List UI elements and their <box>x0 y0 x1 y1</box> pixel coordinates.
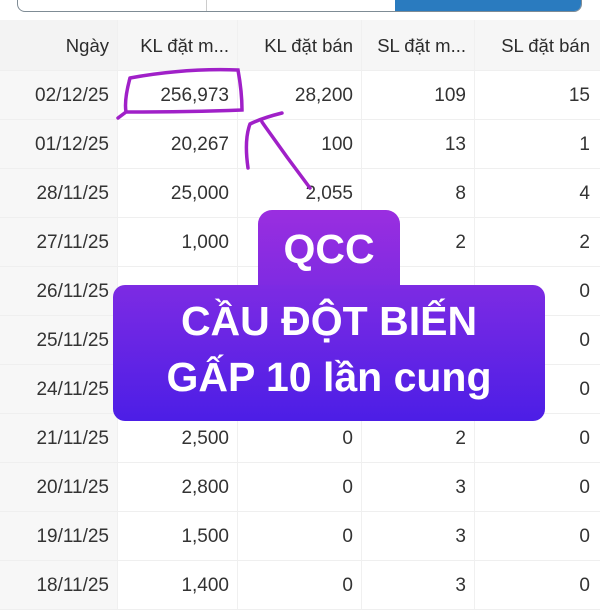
cell-sell-volume: 0 <box>238 512 362 560</box>
cell-date: 21/11/25 <box>0 414 118 462</box>
segment-1[interactable] <box>18 0 207 11</box>
cell-buy-count: 3 <box>362 463 475 511</box>
header-sell-count[interactable]: SL đặt bán <box>501 35 590 56</box>
cell-buy-volume: 1,000 <box>118 218 238 266</box>
cell-sell-count: 0 <box>579 575 590 596</box>
banner-line-3: GẤP 10 lần cung <box>166 354 492 400</box>
arrow-icon <box>244 111 312 190</box>
banner-line-ticker: QCC <box>283 226 375 272</box>
table-header: Ngày KL đặt m... KL đặt bán SL đặt m... … <box>0 20 600 71</box>
header-sell-volume[interactable]: KL đặt bán <box>238 20 362 70</box>
cell-date: 02/12/25 <box>0 71 118 119</box>
cell-buy-count: 2 <box>362 414 475 462</box>
cell-sell-volume: 2,055 <box>238 169 362 217</box>
cell-sell-count: 0 <box>579 526 590 547</box>
cell-buy-volume: 25,000 <box>118 169 238 217</box>
header-buy-volume[interactable]: KL đặt m... <box>118 20 238 70</box>
cell-buy-volume: 1,500 <box>118 512 238 560</box>
cell-date: 27/11/25 <box>0 218 118 266</box>
header-buy-count[interactable]: SL đặt m... <box>362 20 475 70</box>
table-row[interactable]: 20/11/25 2,800 0 3 0 <box>0 463 600 512</box>
table-body: 02/12/25 256,973 28,200 109 15 01/12/25 20,267… <box>0 71 600 610</box>
cell-buy-count: 109 <box>362 71 475 119</box>
segmented-control[interactable] <box>17 0 582 12</box>
cell-sell-count: 0 <box>579 281 590 302</box>
cell-buy-volume: 256,973 <box>118 71 238 119</box>
cell-sell-count: 0 <box>579 379 590 400</box>
cell-sell-count: 1 <box>579 134 590 155</box>
cell-date: 20/11/25 <box>0 463 118 511</box>
cell-buy-count: 13 <box>362 120 475 168</box>
cell-buy-count: 3 <box>362 561 475 609</box>
table-row[interactable]: 19/11/25 1,500 0 3 0 <box>0 512 600 561</box>
cell-date: 19/11/25 <box>0 512 118 560</box>
cell-sell-count: 15 <box>568 85 590 106</box>
cell-buy-volume: 2,800 <box>118 463 238 511</box>
cell-buy-count: 2 <box>362 218 475 266</box>
cell-sell-count: 4 <box>579 183 590 204</box>
header-date[interactable]: Ngày <box>0 20 118 70</box>
cell-sell-volume: 0 <box>238 414 362 462</box>
cell-date: 28/11/25 <box>0 169 118 217</box>
cell-date: 01/12/25 <box>0 120 118 168</box>
cell-sell-volume: 0 <box>238 463 362 511</box>
banner-line-2: CẦU ĐỘT BIẾN <box>180 298 478 344</box>
cell-sell-volume: 0 <box>238 561 362 609</box>
table-row[interactable]: 28/11/25 25,000 2,055 8 4 <box>0 169 600 218</box>
cell-sell-count: 0 <box>579 428 590 449</box>
table-row[interactable]: 02/12/25 256,973 28,200 109 15 <box>0 71 600 120</box>
cell-sell-count: 0 <box>579 477 590 498</box>
segment-3-active[interactable] <box>395 0 581 11</box>
cell-buy-count: 8 <box>362 169 475 217</box>
cell-date: 26/11/25 <box>0 267 118 315</box>
cell-sell-count: 2 <box>579 232 590 253</box>
table-row[interactable]: 01/12/25 20,267 100 13 1 <box>0 120 600 169</box>
cell-date: 25/11/25 <box>0 316 118 364</box>
cell-sell-volume: 28,200 <box>238 71 362 119</box>
cell-date: 24/11/25 <box>0 365 118 413</box>
highlight-box <box>116 67 244 120</box>
cell-sell-count: 0 <box>579 330 590 351</box>
order-table: Ngày KL đặt m... KL đặt bán SL đặt m... … <box>0 20 600 610</box>
cell-sell-volume: 100 <box>238 120 362 168</box>
cell-buy-volume: 20,267 <box>118 120 238 168</box>
table-row[interactable]: 27/11/25 1,000 2 2 <box>0 218 600 267</box>
table-row[interactable]: 21/11/25 2,500 0 2 0 <box>0 414 600 463</box>
banner-main <box>113 285 545 421</box>
table-row[interactable]: 24/11/25 0 <box>0 365 600 414</box>
cell-buy-volume: 1,400 <box>118 561 238 609</box>
cell-buy-count: 3 <box>362 512 475 560</box>
cell-buy-volume: 2,500 <box>118 414 238 462</box>
